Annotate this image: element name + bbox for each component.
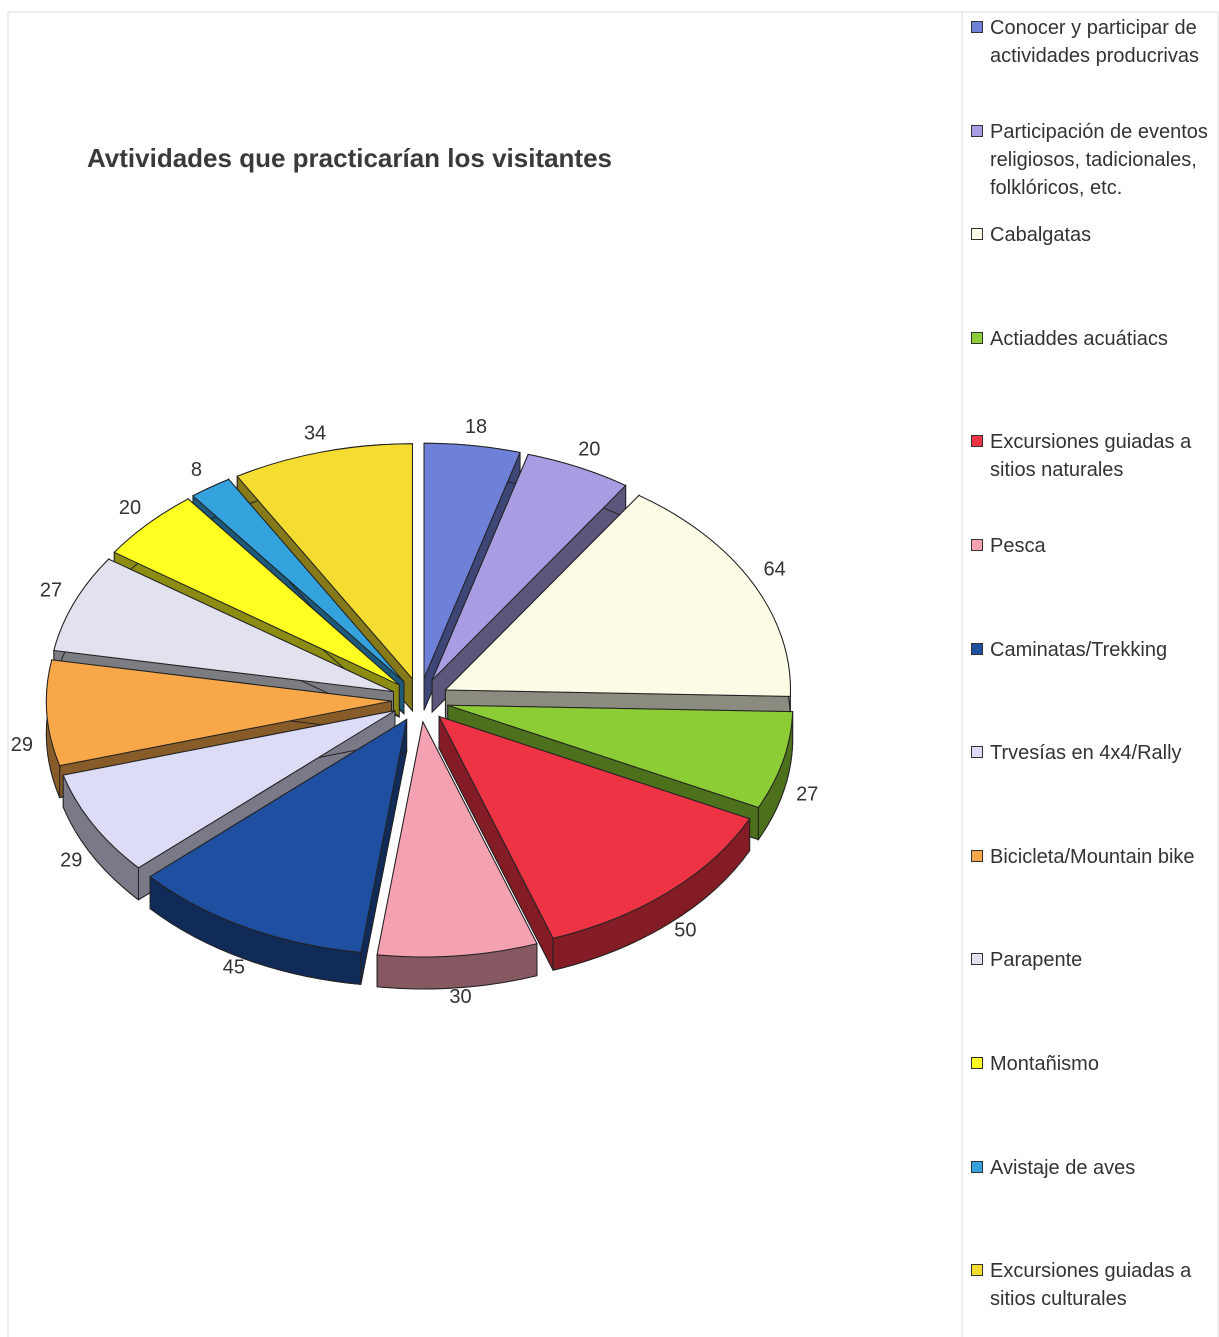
slice [376, 720, 538, 990]
data-label: 27 [796, 783, 818, 805]
legend-label: Trvesías en 4x4/Rally [990, 742, 1182, 765]
slice-top [236, 443, 413, 681]
legend-item: Excursiones guiadas a sitios culturales [968, 1257, 1216, 1313]
data-label: 29 [60, 850, 82, 872]
data-label: 34 [304, 423, 326, 445]
legend-item: Participación de eventos religiosos, tad… [968, 118, 1216, 202]
data-label: 8 [191, 459, 202, 481]
legend-label: Participación de eventos religiosos, tad… [990, 120, 1208, 199]
legend-label: Actiaddes acuátiacs [990, 327, 1168, 350]
legend-item: Caminatas/Trekking [968, 636, 1216, 664]
data-label: 20 [119, 497, 141, 519]
legend-label: Avistaje de aves [990, 1156, 1136, 1179]
legend-swatch [971, 331, 983, 344]
slice-top [447, 704, 794, 809]
slice [149, 718, 408, 985]
data-label: 27 [40, 579, 62, 601]
legend-label: Excursiones guiadas a sitios naturales [990, 431, 1192, 482]
slice-top [62, 710, 396, 869]
legend-item: Trvesías en 4x4/Rally [968, 739, 1216, 767]
legend-swatch [971, 1264, 983, 1277]
legend-item: Bicicleta/Mountain bike [968, 843, 1216, 871]
legend-swatch [971, 539, 983, 551]
legend-swatch [971, 21, 983, 33]
legend-label: Caminatas/Trekking [990, 638, 1168, 661]
legend-label: Excursiones guiadas a sitios culturales [990, 1260, 1192, 1311]
slice-top [113, 498, 400, 686]
legend-swatch [971, 1160, 983, 1173]
slice-top [431, 453, 627, 681]
legend-swatch [971, 1057, 983, 1069]
legend-swatch [971, 124, 983, 137]
slice-top [45, 659, 392, 767]
chart-title: Avtividades que practicarían los visitan… [87, 143, 612, 173]
legend-label: Bicicleta/Mountain bike [990, 845, 1195, 868]
slice-top [423, 442, 521, 679]
legend-label: Pesca [990, 535, 1046, 557]
slice-top [376, 720, 538, 958]
legend-swatch [971, 849, 983, 862]
legend-swatch [971, 435, 983, 448]
slice-top [444, 494, 791, 697]
legend-swatch [971, 953, 983, 966]
legend-item: Pesca [968, 532, 1216, 560]
legend-item: Cabalgatas [968, 221, 1216, 249]
slice [438, 715, 751, 971]
legend-item: Avistaje de aves [968, 1154, 1216, 1182]
data-label: 30 [449, 986, 471, 1008]
slice [431, 453, 627, 714]
legend-item: Parapente [968, 946, 1216, 974]
legend-item: Conocer y participar de actividades prod… [968, 14, 1216, 70]
legend-swatch [971, 228, 983, 241]
legend-swatch [971, 642, 983, 655]
slice-top [149, 718, 408, 953]
data-label: 29 [11, 734, 33, 756]
legend-item: Montañismo [968, 1050, 1216, 1078]
data-label: 45 [223, 956, 245, 978]
legend-label: Parapente [990, 949, 1083, 972]
slice-top [438, 715, 751, 939]
legend-item: Excursiones guiadas a sitios naturales [968, 428, 1216, 484]
data-label: 50 [674, 919, 696, 941]
legend-label: Montañismo [990, 1053, 1099, 1075]
legend-label: Cabalgatas [990, 224, 1092, 247]
legend-item: Actiaddes acuátiacs [968, 325, 1216, 353]
legend-label: Conocer y participar de actividades prod… [990, 17, 1199, 67]
legend-swatch [971, 746, 983, 759]
data-label: 18 [465, 416, 487, 438]
slice-top [192, 478, 405, 683]
chart-frame [7, 11, 1219, 1337]
slice-top [53, 558, 394, 693]
data-label: 20 [578, 439, 600, 461]
data-label: 64 [764, 558, 786, 580]
